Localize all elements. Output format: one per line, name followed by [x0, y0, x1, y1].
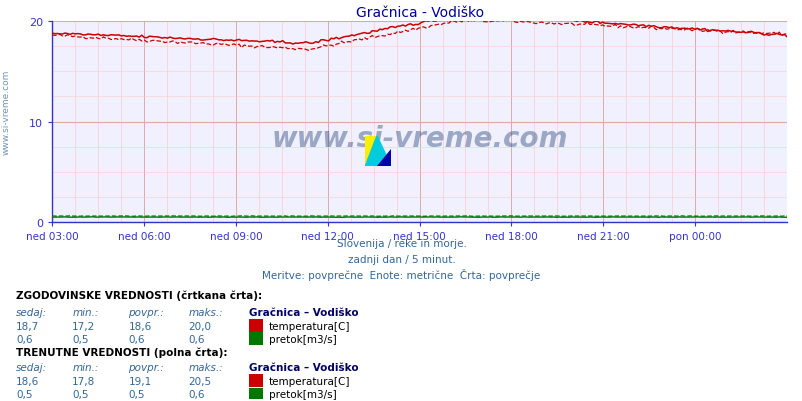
Text: temperatura[C]: temperatura[C]: [269, 321, 350, 331]
Text: Gračnica – Vodiško: Gračnica – Vodiško: [249, 362, 358, 372]
Text: 0,5: 0,5: [72, 389, 89, 399]
Text: 20,5: 20,5: [188, 376, 212, 386]
Text: 0,6: 0,6: [188, 389, 205, 399]
Text: povpr.:: povpr.:: [128, 307, 164, 317]
Polygon shape: [365, 136, 376, 166]
Text: 0,6: 0,6: [188, 334, 205, 344]
Text: 18,6: 18,6: [16, 376, 39, 386]
Text: Slovenija / reke in morje.: Slovenija / reke in morje.: [336, 239, 466, 249]
Title: Gračnica - Vodiško: Gračnica - Vodiško: [355, 6, 483, 20]
Text: 0,5: 0,5: [128, 389, 145, 399]
Text: pretok[m3/s]: pretok[m3/s]: [269, 334, 336, 344]
Text: povpr.:: povpr.:: [128, 362, 164, 372]
Text: 0,6: 0,6: [16, 334, 33, 344]
Text: min.:: min.:: [72, 307, 99, 317]
Text: 20,0: 20,0: [188, 321, 212, 331]
Text: 18,7: 18,7: [16, 321, 39, 331]
Text: 0,5: 0,5: [72, 334, 89, 344]
Text: 19,1: 19,1: [128, 376, 152, 386]
Text: min.:: min.:: [72, 362, 99, 372]
Text: 18,6: 18,6: [128, 321, 152, 331]
Text: 0,6: 0,6: [128, 334, 145, 344]
Text: sedaj:: sedaj:: [16, 307, 47, 317]
Text: ZGODOVINSKE VREDNOSTI (črtkana črta):: ZGODOVINSKE VREDNOSTI (črtkana črta):: [16, 290, 262, 301]
Text: pretok[m3/s]: pretok[m3/s]: [269, 389, 336, 399]
Text: www.si-vreme.com: www.si-vreme.com: [2, 70, 11, 155]
Text: 17,2: 17,2: [72, 321, 95, 331]
Polygon shape: [365, 136, 391, 166]
Text: TRENUTNE VREDNOSTI (polna črta):: TRENUTNE VREDNOSTI (polna črta):: [16, 346, 227, 357]
Text: zadnji dan / 5 minut.: zadnji dan / 5 minut.: [347, 255, 455, 265]
Text: temperatura[C]: temperatura[C]: [269, 376, 350, 386]
Text: maks.:: maks.:: [188, 307, 223, 317]
Text: Gračnica – Vodiško: Gračnica – Vodiško: [249, 307, 358, 317]
Text: 0,5: 0,5: [16, 389, 33, 399]
Text: 17,8: 17,8: [72, 376, 95, 386]
Text: sedaj:: sedaj:: [16, 362, 47, 372]
Polygon shape: [376, 150, 391, 166]
Text: Meritve: povprečne  Enote: metrične  Črta: povprečje: Meritve: povprečne Enote: metrične Črta:…: [262, 269, 540, 281]
Text: www.si-vreme.com: www.si-vreme.com: [271, 124, 567, 152]
Text: maks.:: maks.:: [188, 362, 223, 372]
